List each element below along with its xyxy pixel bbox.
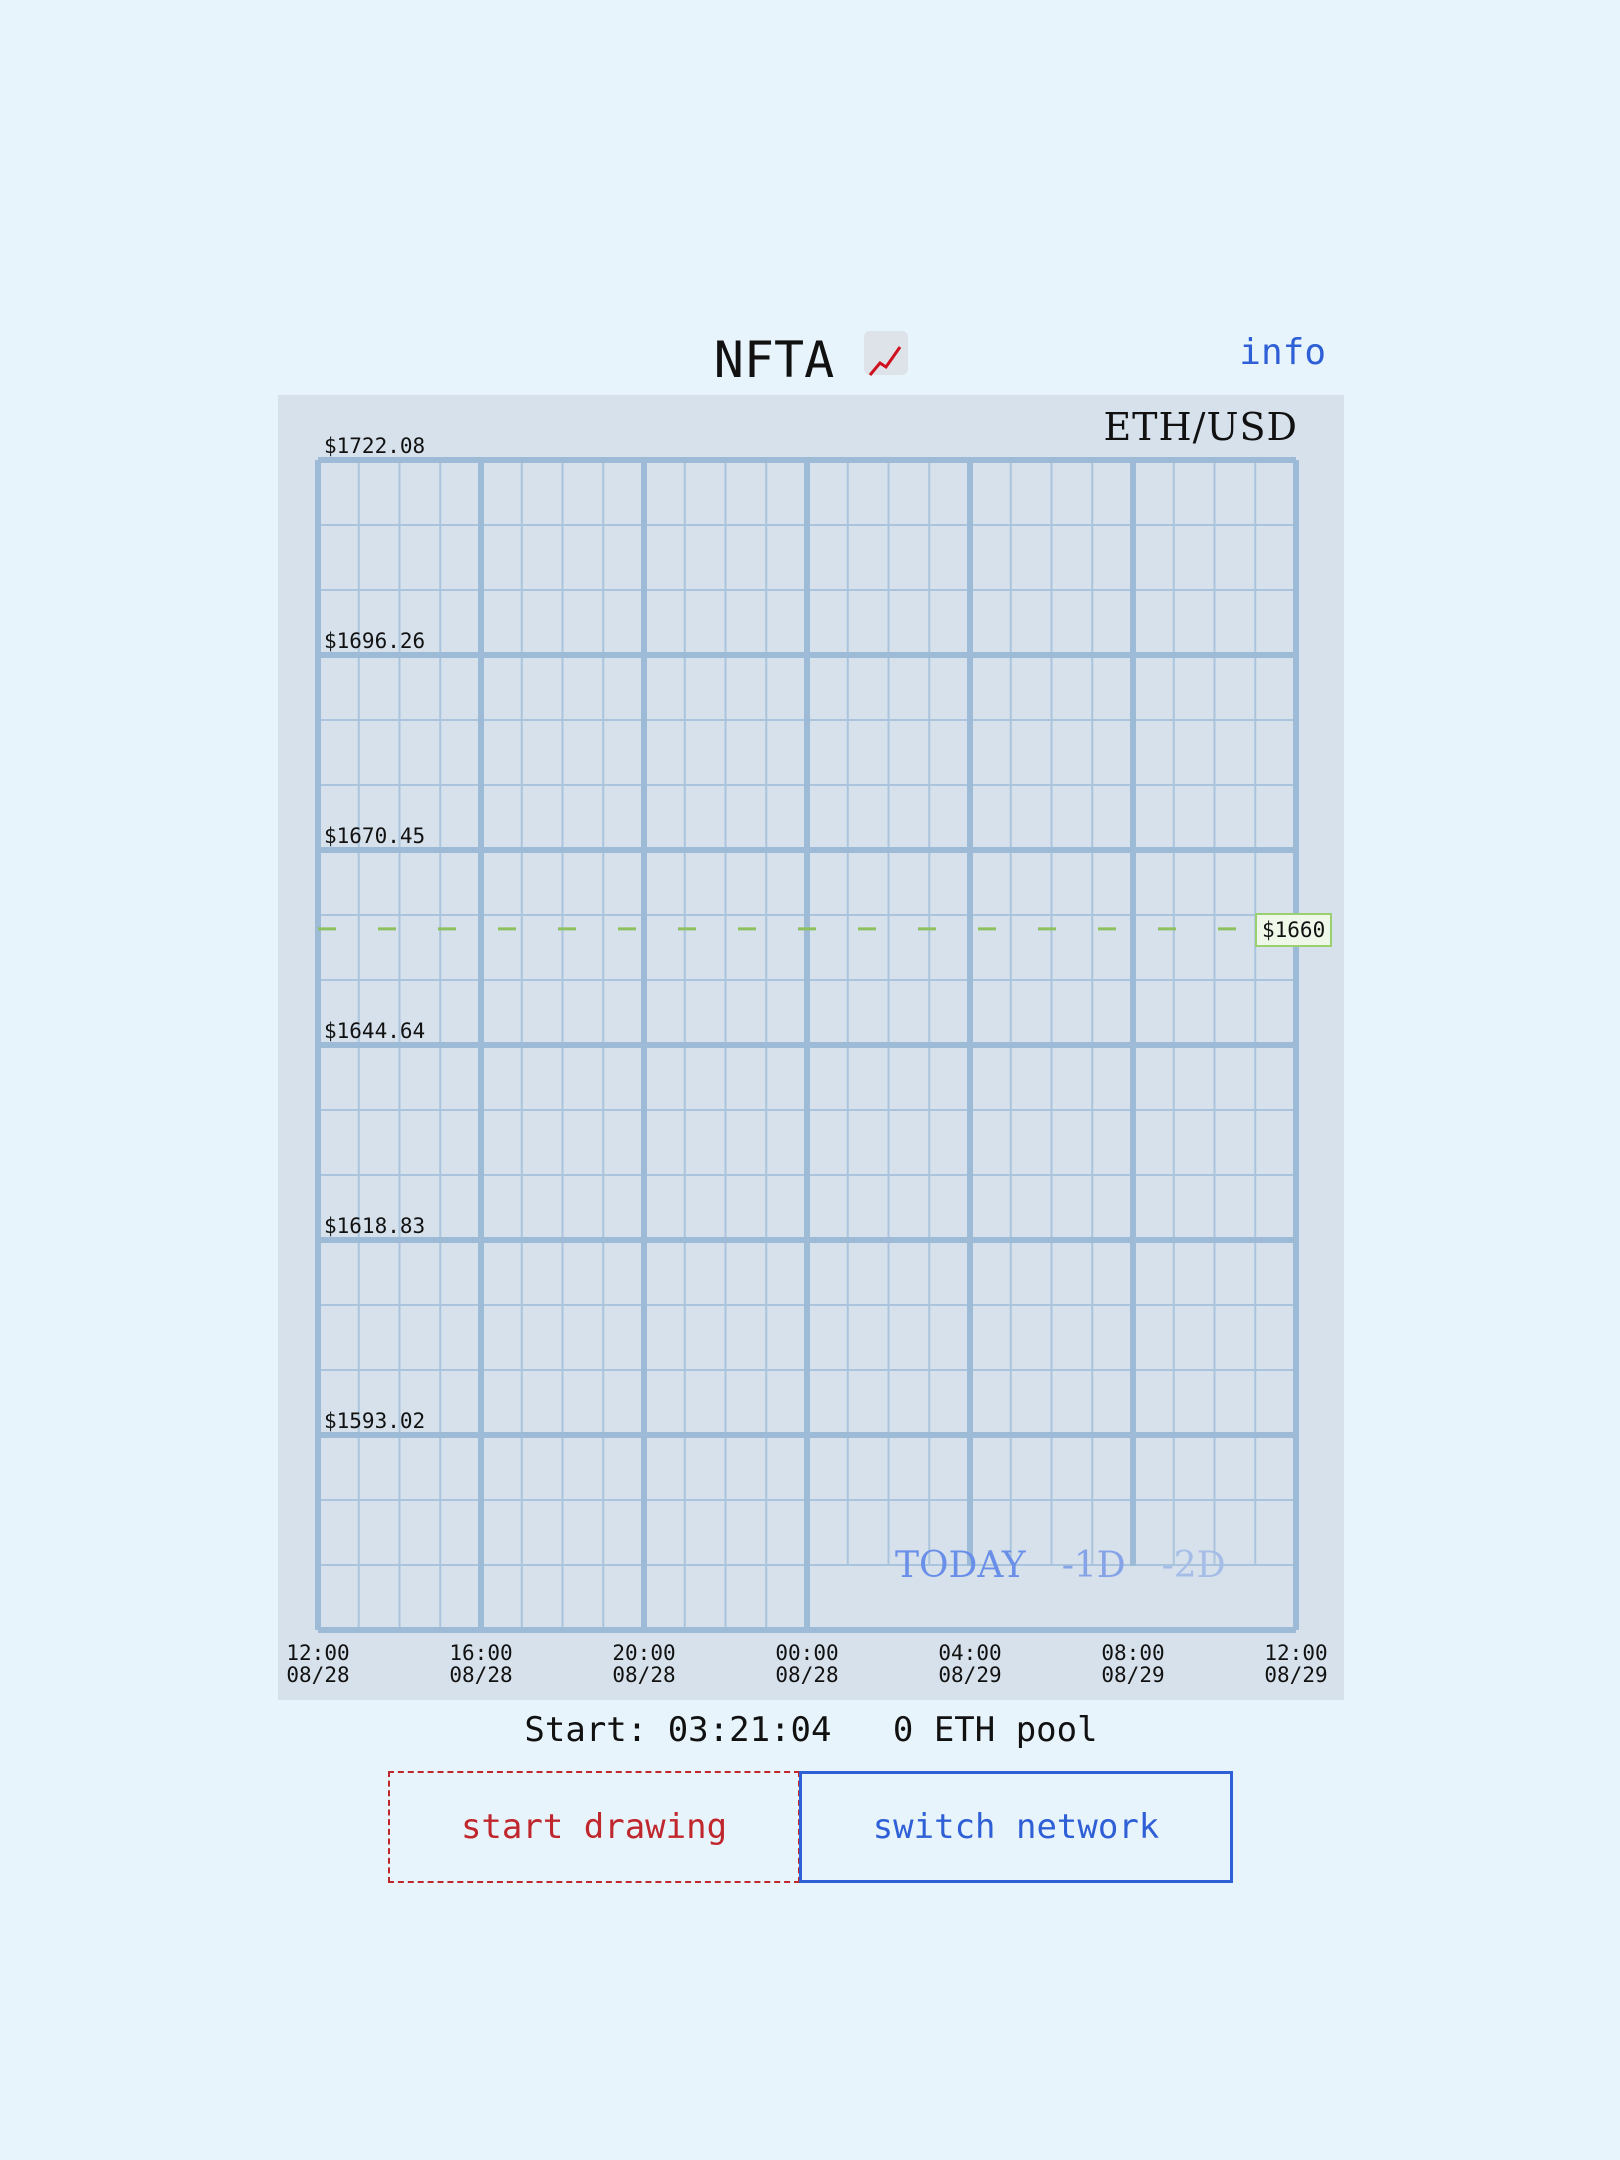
tab-2d[interactable]: -2D [1161,1545,1226,1586]
chart-panel[interactable]: ETH/USD $1722.08 $1696.26 $1670.45 $1644.64… [278,395,1344,1700]
info-link[interactable]: info [1239,332,1326,373]
y-tick-label: $1670.45 [324,824,426,848]
y-tick-label: $1696.26 [324,629,426,653]
range-tabs-background [810,1566,1293,1627]
start-drawing-button[interactable]: start drawing [388,1771,800,1883]
x-tick-label: 20:00 08/28 [612,1641,676,1687]
status-line: Start: 03:21:04 0 ETH pool [262,1710,1360,1750]
start-time: Start: 03:21:04 [524,1710,832,1750]
x-tick-label: 12:00 08/28 [286,1641,350,1687]
x-tick-label: 16:00 08/28 [449,1641,513,1687]
range-tabs: TODAY -1D -2D [895,1545,1262,1586]
x-tick-label: 12:00 08/29 [1264,1641,1328,1687]
x-tick-label: 00:00 08/28 [775,1641,839,1687]
app-title-text: NFTA [713,331,835,389]
page-title: NFTA [262,325,1360,395]
tab-today[interactable]: TODAY [895,1545,1026,1586]
chart-title: ETH/USD [1103,405,1298,449]
chart-grid[interactable] [278,395,1344,1700]
pool-amount: 0 ETH pool [892,1710,1098,1750]
chart-increasing-icon [864,331,909,376]
y-tick-label: $1618.83 [324,1214,426,1238]
app-container: NFTA info ETH/USD $1722.08 $1696.26 $1670.… [262,160,1360,2000]
switch-network-button[interactable]: switch network [799,1771,1233,1883]
y-tick-label: $1722.08 [324,434,426,458]
y-tick-label: $1593.02 [324,1409,426,1433]
current-price-label: $1660 [1255,912,1333,947]
y-tick-label: $1644.64 [324,1019,426,1043]
tab-1d[interactable]: -1D [1061,1545,1126,1586]
x-tick-label: 08:00 08/29 [1101,1641,1165,1687]
x-tick-label: 04:00 08/29 [938,1641,1002,1687]
